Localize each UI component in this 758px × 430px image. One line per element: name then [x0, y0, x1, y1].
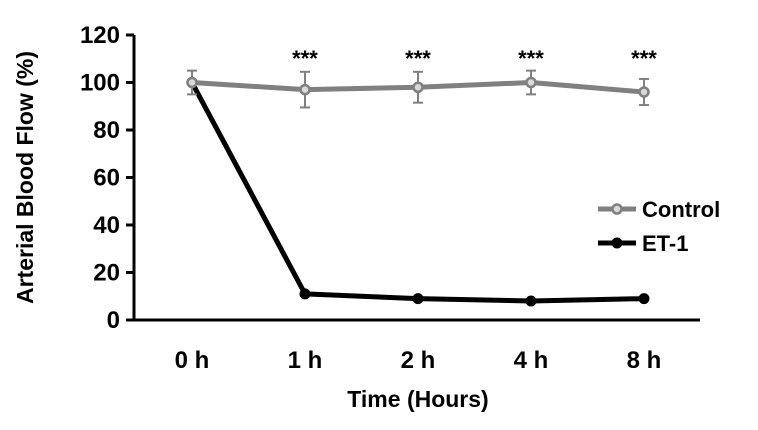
y-ticks: 0 20 40 60 80 100 120 — [80, 22, 134, 334]
x-tick-label: 2 h — [401, 347, 436, 374]
series-et-1 — [186, 77, 650, 307]
data-point — [412, 293, 424, 305]
data-point — [412, 81, 424, 93]
series-line — [189, 81, 645, 304]
data-point — [299, 288, 311, 300]
y-axis-title: Arterial Blood Flow (%) — [12, 51, 38, 304]
y-tick-label: 20 — [93, 260, 120, 287]
x-tick-label: 1 h — [288, 347, 323, 374]
data-point — [186, 76, 198, 89]
axes — [126, 35, 700, 322]
significance-marker: *** — [518, 46, 544, 71]
x-axis-title: Time (Hours) — [347, 386, 488, 412]
legend-label: Control — [642, 197, 720, 222]
significance-annotations: *** *** *** *** — [292, 46, 657, 71]
y-tick-label: 80 — [93, 117, 120, 144]
legend-swatch-marker — [611, 237, 623, 249]
y-tick-label: 60 — [93, 165, 120, 192]
legend-item: ET-1 — [598, 231, 688, 256]
x-tick-label: 8 h — [627, 347, 662, 374]
legend-swatch-marker — [611, 203, 623, 215]
data-point — [525, 295, 537, 307]
legend: Control ET-1 — [598, 197, 720, 256]
x-tick-label: 4 h — [514, 347, 549, 374]
significance-marker: *** — [292, 46, 318, 71]
y-tick-label: 100 — [80, 70, 120, 97]
x-ticks: 0 h 1 h 2 h 4 h 8 h — [175, 347, 662, 374]
legend-label: ET-1 — [642, 231, 688, 256]
y-tick-label: 120 — [80, 22, 120, 49]
x-tick-label: 0 h — [175, 347, 210, 374]
y-tick-label: 40 — [93, 212, 120, 239]
significance-marker: *** — [631, 46, 657, 71]
data-point — [638, 86, 650, 98]
data-point — [638, 293, 650, 305]
significance-marker: *** — [405, 46, 431, 71]
y-tick-label: 0 — [107, 307, 120, 334]
legend-item: Control — [598, 197, 720, 222]
series-control — [186, 69, 650, 109]
data-point — [525, 76, 537, 89]
data-point — [299, 83, 311, 96]
series-layer — [186, 69, 650, 307]
